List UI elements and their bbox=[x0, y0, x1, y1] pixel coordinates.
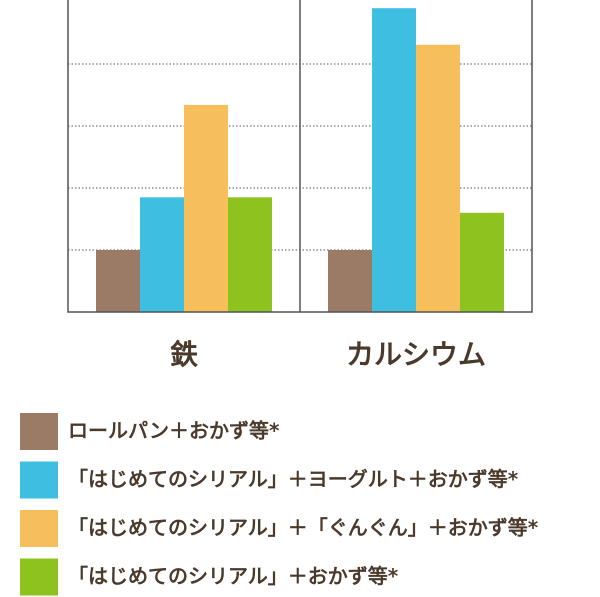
bar bbox=[372, 8, 416, 312]
legend-swatch bbox=[20, 413, 58, 450]
legend-label: ロールパン＋おかず等* bbox=[68, 419, 280, 443]
bar bbox=[184, 104, 228, 312]
legend-swatch bbox=[20, 461, 58, 499]
x-tick-label: カルシウム bbox=[346, 338, 486, 371]
bar bbox=[96, 250, 140, 312]
bar bbox=[416, 44, 460, 312]
bar bbox=[140, 197, 184, 312]
legend-label: 「はじめてのシリアル」＋おかず等* bbox=[68, 564, 399, 588]
legend-label: 「はじめてのシリアル」＋ヨーグルト＋おかず等* bbox=[68, 467, 519, 491]
legend-swatch bbox=[20, 510, 58, 547]
bar bbox=[328, 250, 372, 312]
legend-swatch bbox=[20, 558, 58, 596]
legend-label: 「はじめてのシリアル」＋「ぐんぐん」＋おかず等* bbox=[68, 516, 539, 540]
plot-border bbox=[67, 0, 533, 313]
bar bbox=[228, 197, 272, 312]
x-tick-label: 鉄 bbox=[170, 338, 198, 371]
bar bbox=[460, 212, 504, 312]
